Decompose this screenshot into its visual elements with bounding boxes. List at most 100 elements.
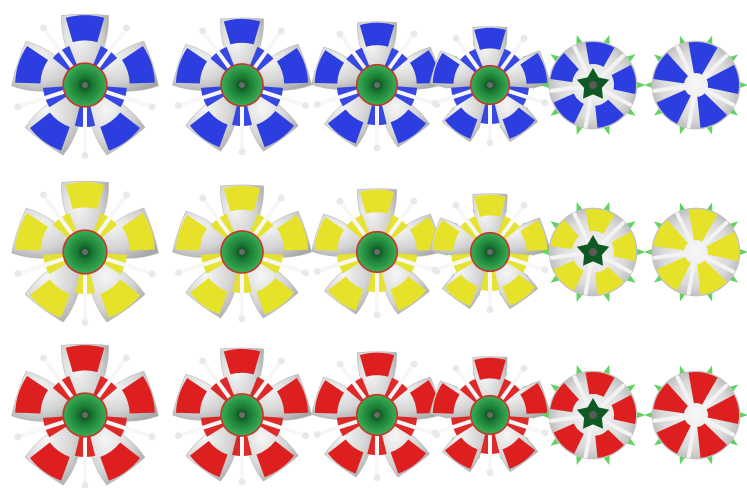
bud-seam [686,413,698,459]
sepal-tip [653,221,665,231]
stamen-tip [148,433,156,441]
sepal-tip [727,106,739,116]
stamen-tip [40,191,48,199]
flower-blue-stage-1 [11,13,159,160]
bud-seam [686,250,698,296]
sepal-tip [625,273,636,283]
stamen-tip [301,102,309,110]
bud-color-panel [595,99,624,128]
stamen-tip [277,357,285,365]
stamen-tip [520,201,528,209]
petal-color-patch [189,277,228,315]
stamen-tip [301,269,309,277]
stamen-tip [301,432,309,440]
stamen-tip [313,430,321,438]
flower-red-stage-5 [540,364,646,466]
bud-color-panel [653,220,688,251]
bud-color-panel [653,383,688,414]
petal-color-patch [15,375,48,414]
sepal-tip [653,54,665,64]
center-dot [239,249,245,255]
bud-color-panel [585,372,615,397]
stamen-tip [410,197,418,205]
flower-red-stage-4 [429,356,551,477]
center-dot [589,248,597,256]
bud-color-panel [697,93,727,128]
center-dot [239,82,245,88]
petal-color-patch [520,382,548,414]
petal-color-patch [189,110,228,148]
petal-color-patch [65,182,105,210]
flowers-layer [11,13,747,488]
bud-color-panel [553,260,584,291]
sepal-tip [727,273,739,283]
petal-color-patch [474,194,506,217]
flower-yellow-stage-3 [311,188,443,319]
petal-color-patch [223,185,261,212]
bud-color-panel [706,231,739,261]
bud-color-panel [611,64,636,94]
stamen-tip [277,27,285,35]
stamen-tip [541,99,549,107]
stamen-tip [199,27,207,35]
bud-seam [694,220,729,254]
stamen-tip [336,360,344,368]
petal-color-patch [390,276,427,311]
flower-yellow-stage-5 [540,201,646,303]
stamen-tip [238,315,246,323]
petal-color-patch [277,378,309,414]
stamen-tip [238,478,246,486]
bud-color-panel [550,53,579,83]
bud-color-panel [656,256,691,291]
stamen-tip [486,469,494,477]
stamen-tip [148,270,156,278]
stamen-tip [238,148,246,156]
bud-top-point [691,80,701,90]
sepal-tip [635,248,646,256]
bud-seam [675,212,698,254]
stamen-tip [175,269,183,277]
center-dot [589,81,597,89]
stamen-tip [431,429,439,437]
center-dot [374,82,380,88]
petal-color-patch [359,352,395,377]
petal-color-patch [256,440,295,478]
stamen-tip [486,139,494,147]
bud-top-point [691,410,701,420]
bud-color-panel [595,266,624,295]
bud-seam [694,83,736,107]
flower-yellow-stage-1 [11,180,159,327]
stamen-tip [431,99,439,107]
center-dot [487,412,493,418]
flower-yellow-stage-4 [429,193,551,314]
sepal-tip [540,411,551,419]
stamen-tip [277,194,285,202]
stamen-tip [541,266,549,274]
stamen-tip [40,354,48,362]
center-dot [82,249,88,255]
flower-red-stage-1 [11,343,159,488]
stamen-tip [410,30,418,38]
petal-color-patch [223,18,261,45]
stamen-tip [373,144,381,152]
petal-color-patch [65,15,105,43]
sepal-tip [625,436,636,446]
sepal-tip [644,411,655,419]
flower-red-stage-2 [172,347,312,486]
petal-color-patch [29,112,70,151]
sepal-tip [727,436,739,446]
center-dot [374,249,380,255]
stamen-tip [122,24,130,32]
petal-color-patch [175,215,207,251]
petal-color-patch [100,442,141,481]
petal-color-patch [122,212,155,251]
sepal-tip [653,384,665,394]
bud-color-panel [595,429,624,458]
sepal-tip [550,273,561,283]
petal-color-patch [444,437,478,469]
sepal-tip [625,384,636,394]
bud-color-panel [553,93,584,124]
bud-color-panel [550,220,579,250]
petal-color-patch [327,109,364,144]
sepal-tip [540,81,551,89]
